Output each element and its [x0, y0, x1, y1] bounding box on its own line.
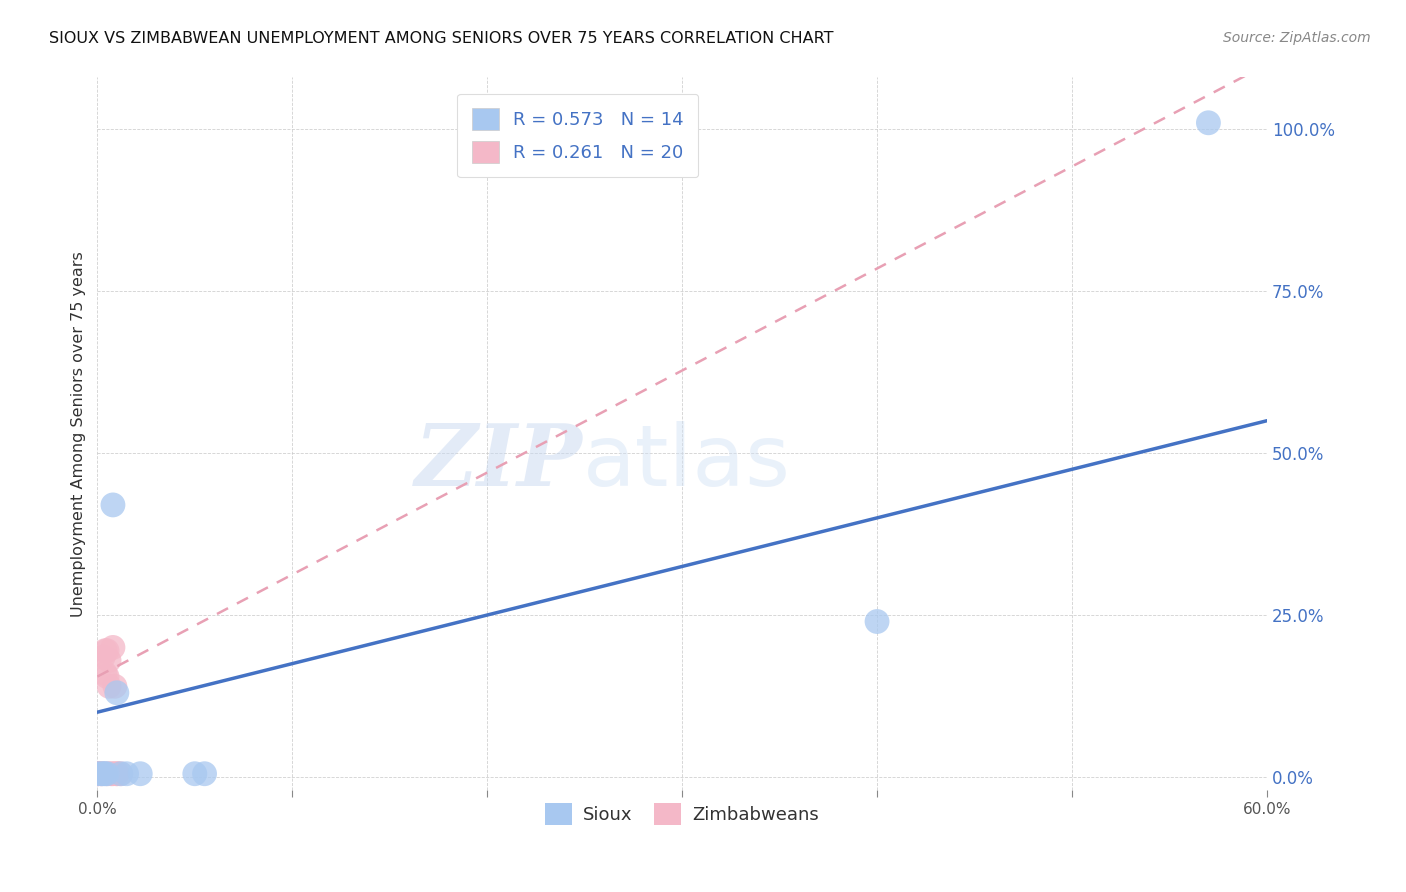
Point — [105, 766, 128, 780]
Point — [100, 766, 122, 780]
Point — [86, 766, 108, 780]
Point — [90, 766, 112, 780]
Point — [94, 766, 117, 780]
Point — [193, 766, 215, 780]
Text: Source: ZipAtlas.com: Source: ZipAtlas.com — [1223, 31, 1371, 45]
Point — [115, 766, 138, 780]
Point — [129, 766, 152, 780]
Point — [94, 666, 117, 681]
Point — [91, 650, 114, 665]
Point — [101, 498, 124, 512]
Point — [90, 766, 112, 780]
Point — [105, 766, 128, 780]
Point — [96, 766, 118, 780]
Point — [101, 640, 124, 655]
Point — [104, 679, 127, 693]
Point — [94, 643, 117, 657]
Point — [96, 643, 118, 657]
Legend: Sioux, Zimbabweans: Sioux, Zimbabweans — [536, 794, 828, 834]
Point — [98, 653, 121, 667]
Text: SIOUX VS ZIMBABWEAN UNEMPLOYMENT AMONG SENIORS OVER 75 YEARS CORRELATION CHART: SIOUX VS ZIMBABWEAN UNEMPLOYMENT AMONG S… — [49, 31, 834, 46]
Point — [105, 686, 128, 700]
Point — [98, 679, 121, 693]
Point — [1197, 116, 1219, 130]
Point — [91, 766, 114, 780]
Point — [96, 766, 118, 780]
Point — [86, 766, 108, 780]
Text: atlas: atlas — [582, 421, 790, 504]
Y-axis label: Unemployment Among Seniors over 75 years: Unemployment Among Seniors over 75 years — [72, 251, 86, 616]
Point — [110, 766, 132, 780]
Point — [96, 669, 118, 683]
Text: ZIP: ZIP — [415, 420, 582, 504]
Point — [866, 615, 889, 629]
Point — [110, 766, 132, 780]
Point — [184, 766, 207, 780]
Point — [86, 766, 108, 780]
Point — [101, 766, 124, 780]
Point — [90, 766, 112, 780]
Point — [86, 766, 108, 780]
